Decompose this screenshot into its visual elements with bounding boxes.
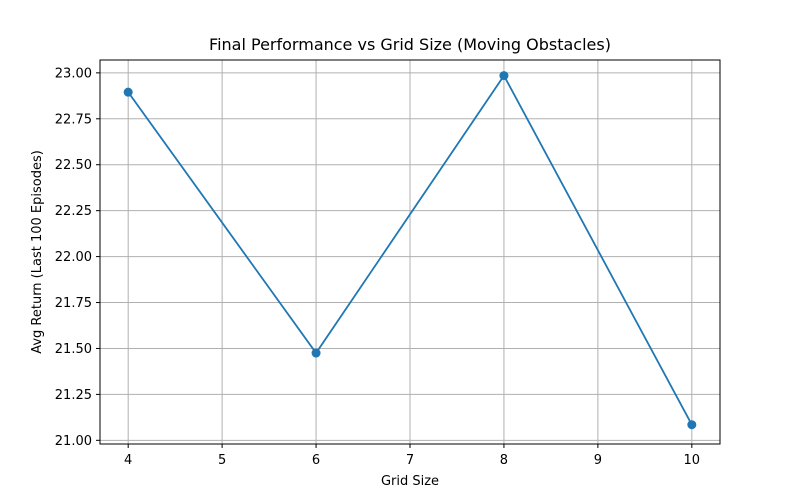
x-tick-label: 10 <box>684 453 701 468</box>
x-axis-label: Grid Size <box>381 474 439 489</box>
y-tick-label: 23.00 <box>55 66 92 81</box>
chart-title: Final Performance vs Grid Size (Moving O… <box>209 35 611 54</box>
y-tick-label: 22.75 <box>55 112 92 127</box>
data-point <box>499 71 509 81</box>
y-tick-label: 21.75 <box>55 296 92 311</box>
series-line <box>127 73 693 426</box>
series-layer <box>123 71 697 430</box>
y-tick-label: 22.50 <box>55 158 92 173</box>
data-point <box>123 87 133 97</box>
y-tick-label: 22.00 <box>55 250 92 265</box>
x-tick-label: 5 <box>218 453 226 468</box>
y-tick-label: 22.25 <box>55 204 92 219</box>
x-tick-label: 4 <box>124 453 132 468</box>
x-tick-label: 6 <box>312 453 320 468</box>
axis-ticks: 4 5 6 7 8 9 10 21.00 21.25 21.50 21.75 22.00 22.25 22… <box>55 66 700 468</box>
x-tick-label: 9 <box>594 453 602 468</box>
y-tick-label: 21.00 <box>55 434 92 449</box>
data-point <box>311 348 321 358</box>
y-axis-label: Avg Return (Last 100 Episodes) <box>30 150 45 354</box>
x-tick-label: 8 <box>500 453 508 468</box>
y-tick-label: 21.50 <box>55 342 92 357</box>
data-point <box>687 420 697 430</box>
y-tick-label: 21.25 <box>55 388 92 403</box>
x-tick-label: 7 <box>406 453 414 468</box>
